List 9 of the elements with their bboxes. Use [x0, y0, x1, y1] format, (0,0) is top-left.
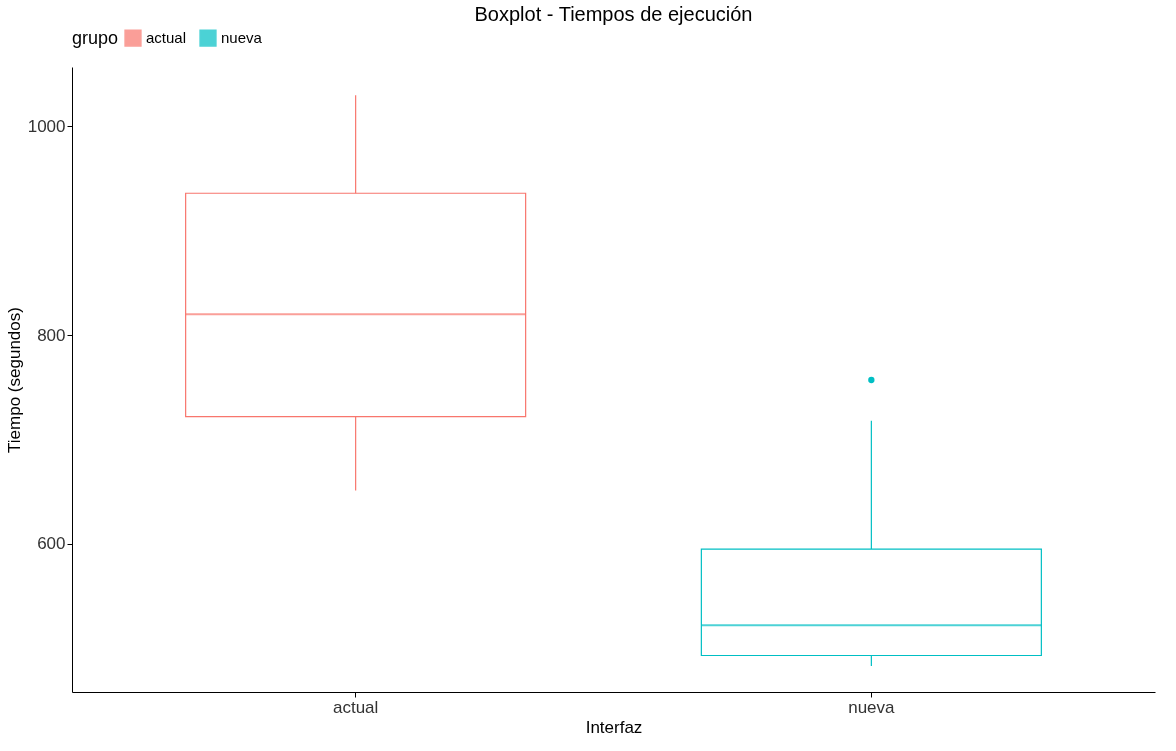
y-tick-label: 800	[37, 325, 66, 345]
y-tick-label: 1000	[27, 116, 66, 136]
x-axis-title: Interfaz	[585, 717, 643, 737]
chart-title: Boxplot - Tiempos de ejecución	[474, 3, 753, 25]
legend-title: grupo	[72, 28, 119, 48]
legend-label: actual	[146, 29, 187, 47]
legend-label: nueva	[221, 29, 263, 47]
y-tick-label: 600	[37, 534, 66, 554]
y-axis-title: Tiempo (segundos)	[4, 307, 24, 453]
